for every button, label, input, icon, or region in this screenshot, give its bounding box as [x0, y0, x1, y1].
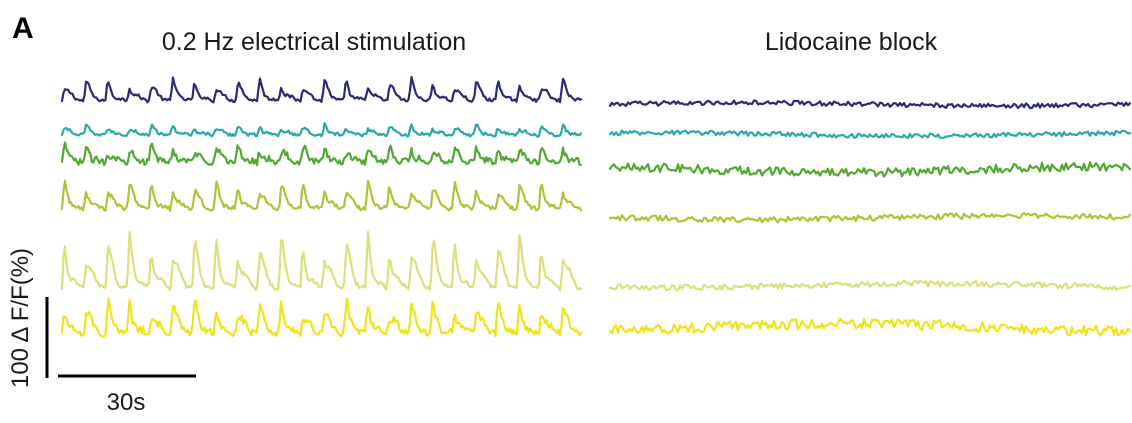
block-trace-6	[608, 317, 1132, 337]
panel-letter: A	[12, 12, 34, 45]
stimulation-panel-title: 0.2 Hz electrical stimulation	[162, 28, 466, 56]
stimulation-trace-3	[60, 141, 583, 167]
stimulation-trace-2	[60, 122, 583, 138]
block-panel-title: Lidocaine block	[765, 28, 938, 56]
stimulation-trace-1	[60, 75, 583, 104]
block-trace-5	[608, 279, 1132, 292]
block-trace-3	[608, 161, 1132, 178]
block-trace-1	[608, 99, 1132, 110]
stimulation-trace-4	[60, 179, 583, 212]
lidocaine-block-traces	[608, 99, 1132, 337]
x-scale-label: 30s	[107, 389, 146, 416]
y-scale-label: 100 Δ F/F(%)	[7, 248, 34, 388]
scale-bars: 30s 100 Δ F/F(%)	[7, 248, 196, 416]
block-trace-4	[608, 212, 1132, 224]
stimulation-trace-6	[60, 297, 583, 338]
block-trace-2	[608, 129, 1132, 140]
stimulation-traces	[60, 75, 583, 338]
stimulation-trace-5	[60, 230, 583, 292]
